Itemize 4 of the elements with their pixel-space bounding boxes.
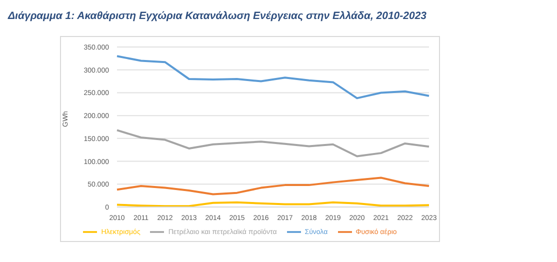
line-series bbox=[116, 129, 430, 158]
line-series bbox=[116, 176, 430, 196]
line-series bbox=[116, 55, 430, 100]
chart-title: Διάγραμμα 1: Ακαθάριστη Εγχώρια Κατανάλωση Ενέργειας στην Ελλάδα, 2010-2023 bbox=[8, 9, 428, 22]
